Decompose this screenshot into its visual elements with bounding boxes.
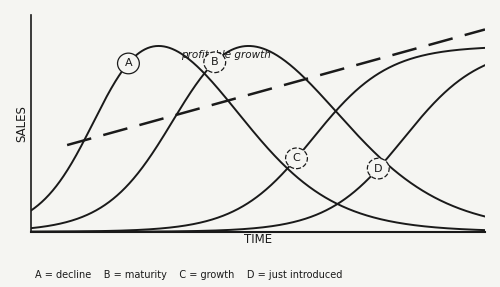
- Ellipse shape: [204, 52, 226, 73]
- Text: B: B: [211, 57, 218, 67]
- X-axis label: TIME: TIME: [244, 233, 272, 246]
- Text: C: C: [292, 153, 300, 163]
- Ellipse shape: [118, 53, 140, 74]
- Y-axis label: SALES: SALES: [15, 105, 28, 142]
- Text: A = decline    B = maturity    C = growth    D = just introduced: A = decline B = maturity C = growth D = …: [35, 270, 342, 280]
- Text: A: A: [124, 59, 132, 69]
- Text: profitable growth: profitable growth: [180, 50, 270, 60]
- Ellipse shape: [286, 148, 308, 169]
- Ellipse shape: [368, 158, 389, 179]
- Text: D: D: [374, 164, 382, 174]
